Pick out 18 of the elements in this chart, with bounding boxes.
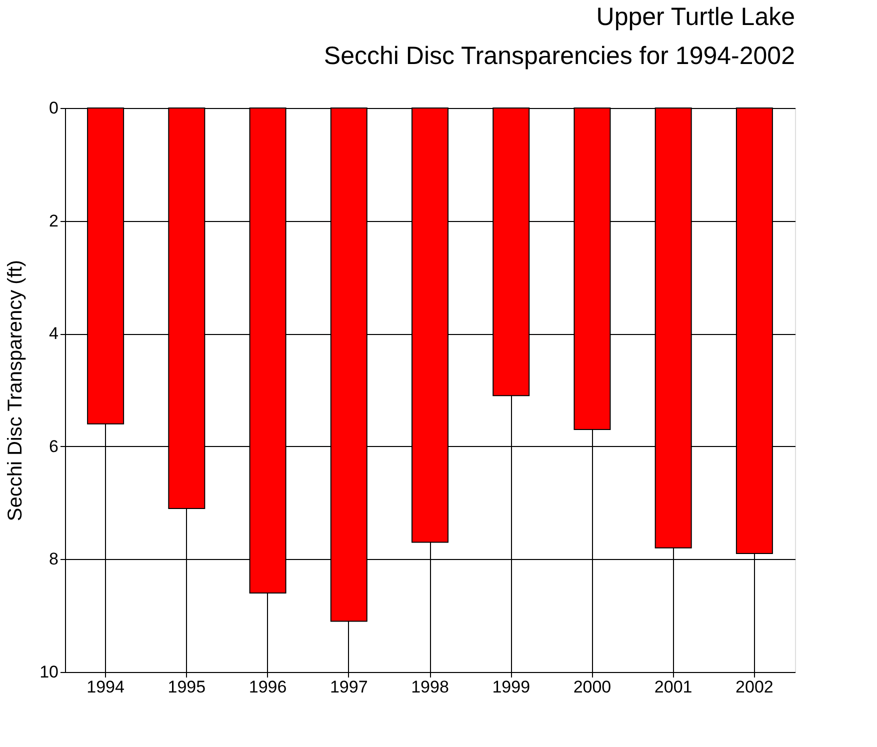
chart-subtitle: Secchi Disc Transparencies for 1994-2002 [324,42,795,70]
y-tick-label: 8 [49,550,58,569]
x-tick-label: 1997 [330,678,368,696]
x-tick-label: 1996 [248,678,287,696]
x-tick-label: 2002 [736,678,774,696]
chart-title: Upper Turtle Lake [596,3,795,31]
y-axis-title: Secchi Disc Transparency (ft) [4,260,27,522]
y-tick-label: 10 [40,662,58,682]
y-tick-label: 0 [49,98,58,118]
x-tick-label: 1998 [411,678,449,696]
x-tick-label: 2001 [654,678,692,696]
y-tick-label: 6 [49,436,58,456]
x-tick-label: 1999 [492,678,530,696]
y-tick-label: 2 [49,211,58,230]
y-tick-label: 4 [49,324,58,344]
x-tick-label: 1994 [86,678,124,696]
x-tick-label: 1995 [168,678,206,696]
x-tick-label: 2000 [573,678,612,696]
